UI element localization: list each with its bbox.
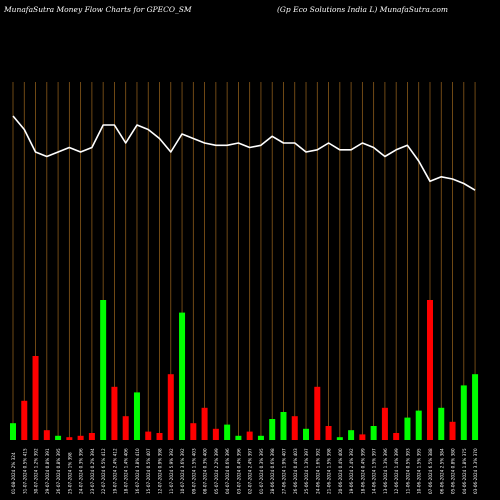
x-tick-label: 19-06-2024 2.4% 392: [349, 448, 354, 494]
bar: [145, 431, 152, 440]
x-tick-label: 07-06-2024 6.5% 388: [428, 448, 433, 494]
bar: [438, 407, 445, 440]
x-tick-label: 11-07-2024 5.9% 392: [169, 448, 174, 494]
bar: [167, 374, 174, 440]
x-tick-label: 05-07-2024 2.2% 399: [214, 448, 219, 494]
bar: [77, 435, 84, 440]
x-tick-label: 09-07-2024 1.5% 403: [191, 448, 196, 494]
bar: [224, 424, 231, 440]
bar: [235, 435, 242, 440]
chart-header: MunafaSutra Money Flow Charts for GPECO_…: [0, 0, 500, 20]
x-tick-label: 30-07-2024 1.2% 392: [34, 448, 39, 494]
bar: [21, 400, 28, 440]
bar: [303, 428, 310, 440]
x-tick-label: 02-07-2024 2.4% 397: [248, 448, 253, 494]
x-tick-label: 12-07-2024 0.9% 398: [158, 448, 163, 494]
x-tick-label: 15-07-2024 0.5% 407: [146, 448, 151, 494]
x-tick-label: 10-07-2024 3.6% 392: [180, 448, 185, 494]
bar: [212, 428, 219, 440]
bar: [246, 431, 253, 440]
bar: [66, 437, 73, 440]
x-tick-label: 04-07-2024 0.6% 396: [225, 448, 230, 494]
x-tick-label: 08-07-2024 0.3% 400: [203, 448, 208, 494]
x-tick-label: 18-07-2024 1.4% 406: [124, 448, 129, 494]
x-tick-label: 04-06-2024 1.8% 375: [462, 448, 467, 494]
bar: [269, 419, 276, 440]
x-tick-label: 14-06-2024 1.5% 397: [372, 448, 377, 494]
x-tick-label: 26-07-2024 0.8% 395: [56, 448, 61, 494]
bar: [10, 423, 16, 440]
bar: [348, 430, 355, 440]
x-tick-label: 10-06-2024 1.5% 395: [417, 448, 422, 494]
x-tick-label: 28-06-2024 0.6% 398: [270, 448, 275, 494]
bar: [55, 435, 62, 440]
bar: [111, 386, 118, 440]
x-tick-label: 05-06-2024 0.8% 380: [451, 448, 456, 494]
x-tick-label: 26-06-2024 0.4% 403: [293, 448, 298, 494]
bar: [291, 416, 298, 440]
x-tick-label: 31-07-2024 0.5% 415: [22, 448, 27, 494]
x-tick-label: 20-06-2024 0.4% 400: [338, 448, 343, 494]
chart-title-right: (Gp Eco Solutions India L) MunafaSutra.c…: [277, 5, 448, 14]
x-tick-label: 03-06-2024 3.3% 370: [473, 448, 478, 494]
bar: [43, 430, 50, 440]
x-tick-label: 01-07-2024 0.3% 395: [259, 448, 264, 494]
x-tick-label: 12-06-2024 1.4% 399: [394, 448, 399, 494]
grid-lines: [12, 82, 476, 440]
bar: [88, 433, 95, 440]
bar: [472, 374, 479, 440]
x-tick-label: 06-06-2024 2.5% 384: [439, 448, 444, 494]
bar-series: [10, 300, 479, 440]
bar: [404, 417, 411, 440]
x-tick-label: 29-07-2024 0.8% 391: [45, 448, 50, 494]
x-tick-label: 21-06-2024 1.5% 398: [327, 448, 332, 494]
x-tick-label: 19-07-2024 2.4% 412: [112, 448, 117, 494]
bar: [179, 312, 186, 440]
bar: [32, 356, 39, 440]
bar: [415, 410, 422, 440]
x-tick-label: 03-07-2024 0.4% 396: [236, 448, 241, 494]
bar: [280, 412, 287, 440]
x-tick-label: 25-06-2024 1.3% 397: [304, 448, 309, 494]
x-tick-label: 16-07-2024 3.8% 410: [135, 448, 140, 494]
x-tick-label: 27-06-2024 1.9% 407: [281, 448, 286, 494]
chart-title-left: MunafaSutra Money Flow Charts for GPECO_…: [4, 5, 192, 14]
bar: [122, 416, 129, 440]
bar: [100, 300, 107, 440]
x-tick-label: 18-06-2024 0.4% 399: [360, 448, 365, 494]
x-tick-label: 23-07-2024 0.2% 394: [90, 448, 95, 494]
bar: [190, 423, 197, 440]
bar: [133, 392, 140, 440]
x-tick-label: 25-07-2024 1% 398: [67, 452, 72, 494]
line-series: [12, 115, 476, 191]
bar: [359, 434, 366, 440]
x-tick-label: 22-07-2024 6.5% 412: [101, 448, 106, 494]
bar: [393, 433, 400, 440]
bar: [314, 386, 321, 440]
x-tick-labels: 01-08-2024 2% 324 31-07-2024 0.5% 415 30-0…: [11, 448, 478, 494]
x-tick-label: 11-06-2024 0.5% 393: [405, 448, 410, 494]
x-tick-label: 24-06-2024 1.6% 392: [315, 448, 320, 494]
bar: [370, 426, 377, 440]
bar: [325, 426, 332, 440]
bar: [449, 421, 456, 440]
bar: [336, 437, 343, 440]
bar: [156, 433, 163, 440]
bar: [201, 407, 208, 440]
x-tick-label: 01-08-2024 2% 324: [11, 452, 16, 494]
x-tick-label: 13-06-2024 1.3% 396: [383, 448, 388, 494]
bar: [257, 435, 264, 440]
series-line: [12, 115, 476, 191]
bar: [381, 407, 388, 440]
bar: [460, 385, 467, 440]
bar: [426, 300, 433, 440]
x-tick-label: 24-07-2024 0.3% 396: [79, 448, 84, 494]
